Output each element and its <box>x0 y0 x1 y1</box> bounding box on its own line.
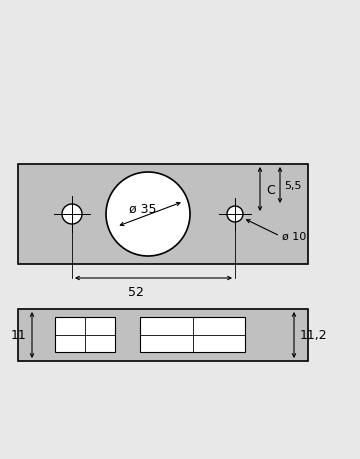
Text: 11: 11 <box>10 329 26 342</box>
Text: C: C <box>266 183 275 196</box>
Circle shape <box>62 205 82 224</box>
Text: 5,5: 5,5 <box>284 180 302 190</box>
Bar <box>140 317 245 352</box>
Bar <box>18 165 308 264</box>
Text: ø 35: ø 35 <box>129 202 157 215</box>
Circle shape <box>227 207 243 223</box>
Text: ø 10: ø 10 <box>282 231 306 241</box>
Bar <box>55 317 115 352</box>
Circle shape <box>106 173 190 257</box>
Bar <box>18 309 308 361</box>
Text: 11,2: 11,2 <box>300 329 328 342</box>
Text: 52: 52 <box>127 285 143 298</box>
